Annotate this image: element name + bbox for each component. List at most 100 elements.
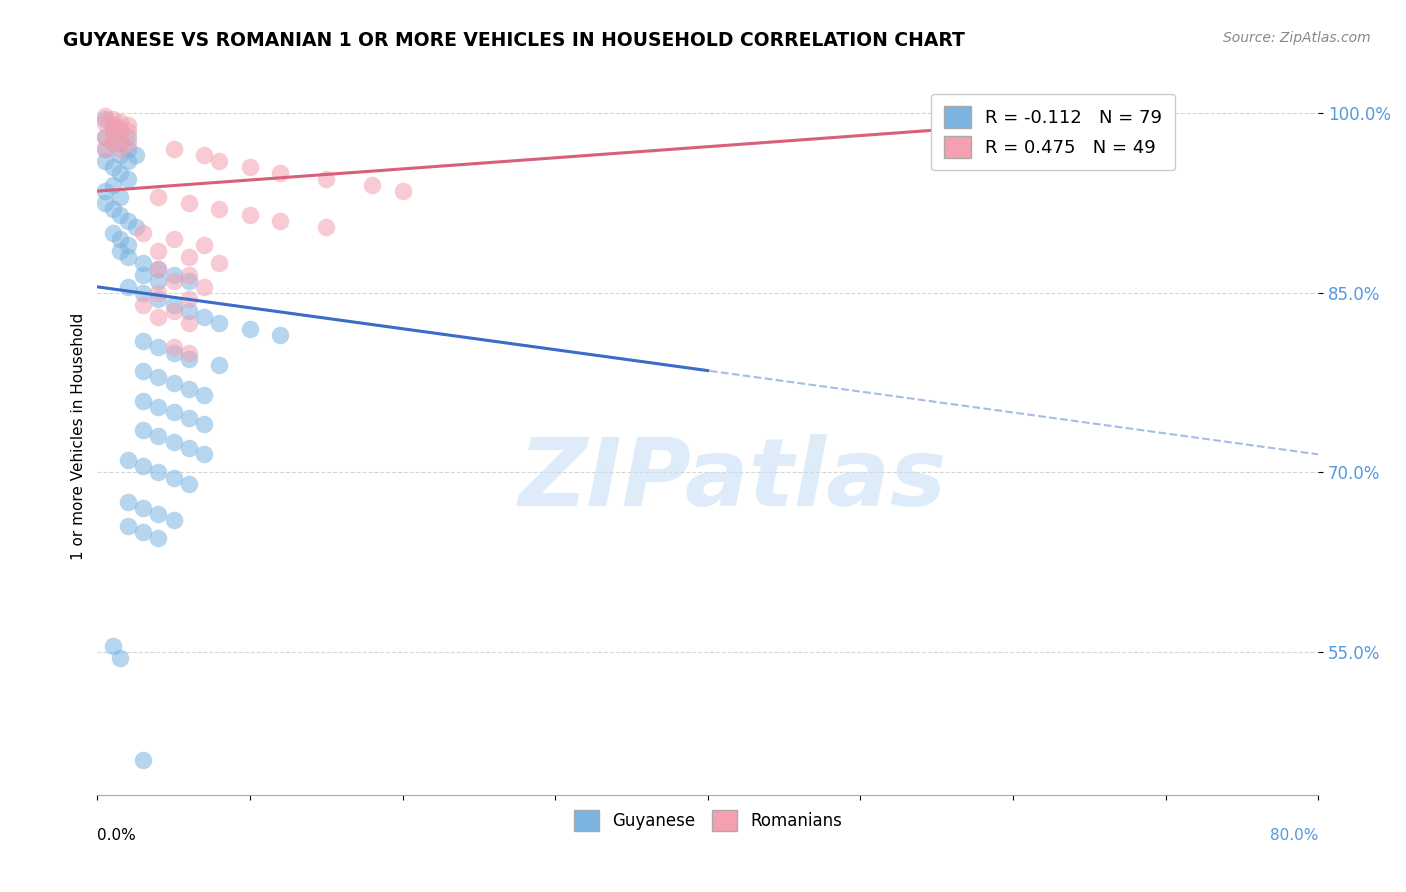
Point bbox=[148, 400, 170, 414]
Point bbox=[163, 303, 186, 318]
Point bbox=[177, 316, 200, 330]
Text: GUYANESE VS ROMANIAN 1 OR MORE VEHICLES IN HOUSEHOLD CORRELATION CHART: GUYANESE VS ROMANIAN 1 OR MORE VEHICLES … bbox=[63, 31, 965, 50]
Point bbox=[132, 363, 155, 377]
Point bbox=[101, 160, 124, 174]
Point bbox=[132, 393, 155, 408]
Point bbox=[177, 411, 200, 425]
Point bbox=[110, 190, 132, 204]
Point bbox=[117, 118, 139, 132]
Text: Source: ZipAtlas.com: Source: ZipAtlas.com bbox=[1223, 31, 1371, 45]
Point bbox=[148, 261, 170, 276]
Point bbox=[110, 650, 132, 665]
Point bbox=[117, 142, 139, 156]
Point bbox=[101, 639, 124, 653]
Point bbox=[193, 447, 215, 461]
Point bbox=[177, 351, 200, 366]
Point bbox=[193, 238, 215, 252]
Point bbox=[177, 274, 200, 288]
Point bbox=[193, 417, 215, 432]
Point bbox=[132, 256, 155, 270]
Point bbox=[117, 136, 139, 151]
Point bbox=[148, 244, 170, 258]
Point bbox=[110, 136, 132, 151]
Point bbox=[124, 220, 146, 235]
Point bbox=[117, 250, 139, 264]
Point bbox=[101, 202, 124, 216]
Point bbox=[177, 382, 200, 396]
Point bbox=[148, 369, 170, 384]
Point bbox=[163, 345, 186, 359]
Point bbox=[177, 345, 200, 359]
Point bbox=[110, 120, 132, 135]
Point bbox=[148, 261, 170, 276]
Point bbox=[101, 124, 124, 138]
Point bbox=[101, 118, 124, 132]
Point bbox=[94, 196, 117, 211]
Point bbox=[110, 133, 132, 147]
Point bbox=[117, 154, 139, 169]
Point bbox=[269, 214, 291, 228]
Point bbox=[148, 310, 170, 324]
Point bbox=[148, 274, 170, 288]
Point bbox=[132, 285, 155, 300]
Point bbox=[391, 184, 413, 198]
Point bbox=[163, 513, 186, 527]
Point bbox=[110, 244, 132, 258]
Point bbox=[132, 459, 155, 474]
Point bbox=[110, 166, 132, 180]
Point bbox=[177, 477, 200, 491]
Text: 0.0%: 0.0% bbox=[97, 828, 136, 843]
Text: ZIPatlas: ZIPatlas bbox=[519, 434, 946, 525]
Point bbox=[110, 208, 132, 222]
Point bbox=[110, 124, 132, 138]
Point bbox=[239, 208, 262, 222]
Point bbox=[163, 340, 186, 354]
Point bbox=[132, 334, 155, 348]
Point bbox=[269, 327, 291, 342]
Point bbox=[94, 109, 117, 123]
Text: 80.0%: 80.0% bbox=[1270, 828, 1319, 843]
Point bbox=[239, 160, 262, 174]
Point bbox=[193, 280, 215, 294]
Point bbox=[132, 424, 155, 438]
Point bbox=[132, 525, 155, 540]
Point bbox=[177, 292, 200, 306]
Point bbox=[163, 268, 186, 282]
Point bbox=[101, 112, 124, 127]
Point bbox=[94, 130, 117, 145]
Point bbox=[208, 316, 231, 330]
Point bbox=[208, 256, 231, 270]
Point bbox=[132, 226, 155, 240]
Point bbox=[117, 495, 139, 509]
Point bbox=[193, 387, 215, 401]
Point bbox=[148, 292, 170, 306]
Point bbox=[117, 453, 139, 467]
Point bbox=[94, 184, 117, 198]
Point bbox=[94, 112, 117, 127]
Point bbox=[117, 130, 139, 145]
Point bbox=[94, 116, 117, 130]
Point bbox=[208, 358, 231, 372]
Point bbox=[132, 501, 155, 516]
Point bbox=[117, 280, 139, 294]
Point bbox=[361, 178, 384, 193]
Point bbox=[148, 340, 170, 354]
Point bbox=[101, 136, 124, 151]
Point bbox=[117, 172, 139, 186]
Point bbox=[163, 376, 186, 390]
Point bbox=[177, 268, 200, 282]
Point bbox=[148, 531, 170, 545]
Point bbox=[101, 127, 124, 141]
Point bbox=[239, 322, 262, 336]
Point bbox=[94, 142, 117, 156]
Point bbox=[177, 250, 200, 264]
Point bbox=[148, 507, 170, 521]
Point bbox=[94, 130, 117, 145]
Point bbox=[163, 232, 186, 246]
Point bbox=[1123, 124, 1146, 138]
Point bbox=[148, 429, 170, 443]
Point bbox=[117, 238, 139, 252]
Point bbox=[269, 166, 291, 180]
Point bbox=[101, 136, 124, 151]
Point bbox=[177, 442, 200, 456]
